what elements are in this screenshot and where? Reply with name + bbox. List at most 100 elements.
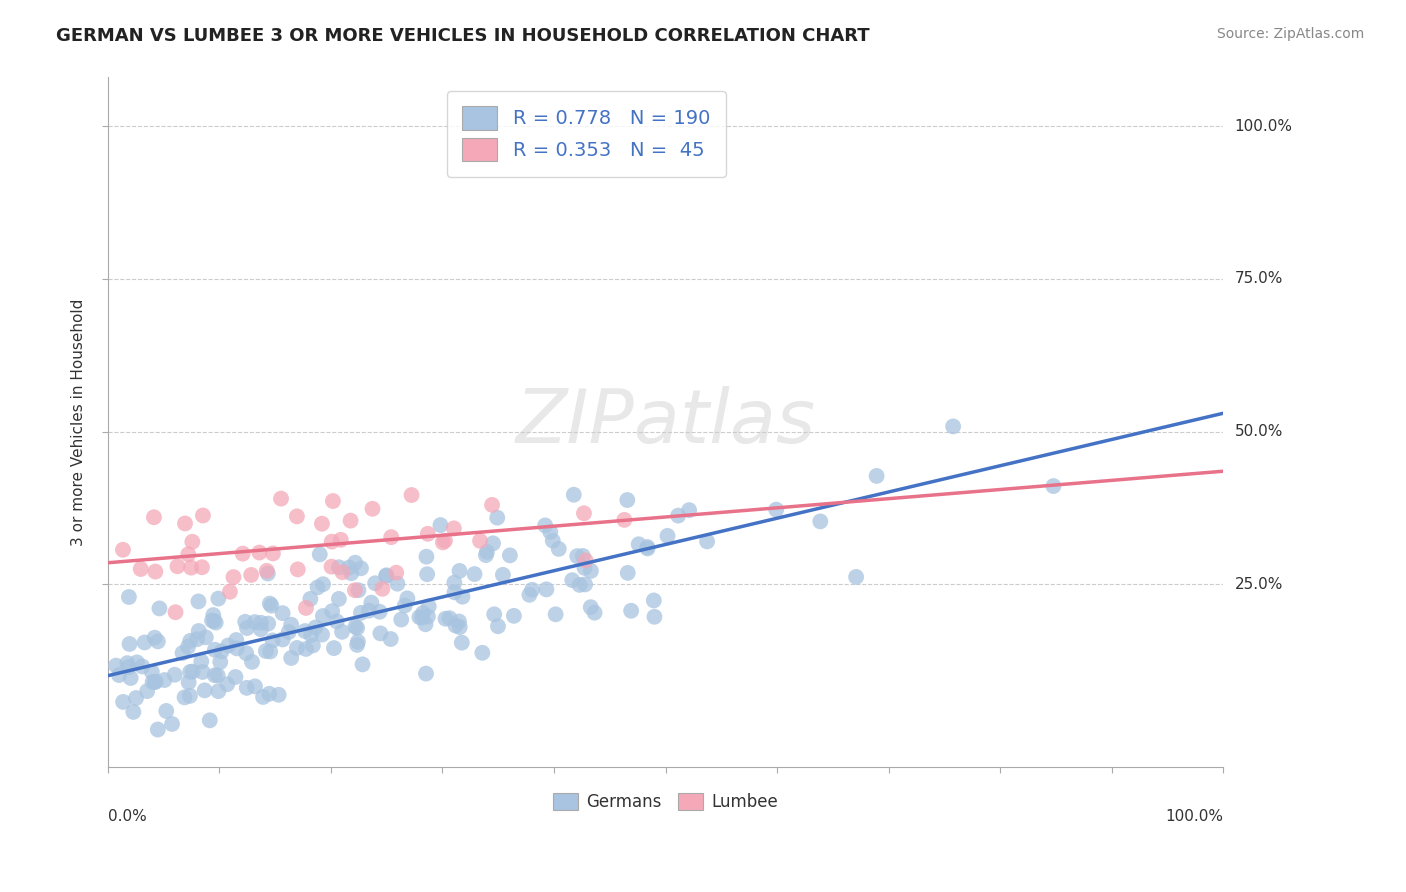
Point — [190, 654, 212, 668]
Point — [321, 534, 343, 549]
Y-axis label: 3 or more Vehicles in Household: 3 or more Vehicles in Household — [72, 299, 86, 546]
Point — [136, 684, 159, 698]
Text: 0.0%: 0.0% — [108, 809, 146, 823]
Point — [166, 559, 188, 574]
Point — [443, 585, 465, 599]
Point — [429, 518, 451, 533]
Text: 50.0%: 50.0% — [1234, 424, 1282, 439]
Point — [1042, 479, 1064, 493]
Point — [344, 556, 367, 570]
Point — [122, 705, 145, 719]
Point — [416, 609, 439, 624]
Point — [249, 545, 271, 559]
Point — [153, 673, 176, 687]
Point — [311, 516, 333, 531]
Point — [260, 599, 283, 613]
Point — [666, 508, 689, 523]
Text: 100.0%: 100.0% — [1234, 119, 1292, 134]
Point — [219, 584, 242, 599]
Point — [396, 591, 419, 606]
Point — [256, 564, 278, 578]
Point — [262, 546, 284, 560]
Point — [145, 674, 167, 689]
Point — [131, 659, 153, 673]
Point — [616, 566, 638, 580]
Point — [308, 548, 330, 562]
Point — [678, 503, 700, 517]
Point — [299, 591, 322, 606]
Point — [187, 594, 209, 608]
Point — [191, 665, 214, 679]
Point — [468, 533, 491, 548]
Point — [329, 533, 352, 547]
Point — [148, 601, 170, 615]
Point — [187, 624, 209, 638]
Point — [143, 675, 166, 690]
Point — [637, 541, 659, 556]
Point — [567, 549, 589, 563]
Point — [259, 687, 281, 701]
Point — [217, 639, 239, 653]
Point — [299, 628, 322, 642]
Point — [544, 607, 567, 622]
Point — [285, 640, 308, 655]
Text: 25.0%: 25.0% — [1234, 576, 1282, 591]
Point — [346, 621, 368, 635]
Point — [146, 723, 169, 737]
Point — [224, 670, 246, 684]
Point — [280, 651, 302, 665]
Point — [344, 620, 367, 634]
Point — [368, 605, 391, 619]
Point — [380, 632, 402, 646]
Point — [385, 566, 408, 580]
Point — [262, 633, 284, 648]
Point — [207, 668, 229, 682]
Point — [411, 610, 433, 624]
Point — [125, 691, 148, 706]
Point — [194, 683, 217, 698]
Text: 100.0%: 100.0% — [1166, 809, 1223, 823]
Point — [142, 675, 165, 690]
Point — [364, 576, 387, 591]
Point — [337, 560, 360, 574]
Point — [808, 515, 831, 529]
Point — [233, 615, 256, 629]
Point — [643, 609, 665, 624]
Point — [129, 562, 152, 576]
Point — [375, 569, 398, 583]
Point — [443, 521, 465, 535]
Point — [270, 491, 292, 506]
Point — [287, 562, 309, 576]
Point — [482, 536, 505, 550]
Point — [346, 638, 368, 652]
Point — [194, 630, 217, 644]
Point — [204, 668, 226, 682]
Point — [340, 566, 363, 581]
Point — [572, 549, 595, 563]
Point — [311, 627, 333, 641]
Point — [574, 561, 596, 575]
Point — [211, 644, 233, 658]
Point — [177, 675, 200, 690]
Point — [375, 568, 398, 582]
Point — [142, 510, 165, 524]
Point — [321, 559, 343, 574]
Point — [450, 635, 472, 649]
Point — [179, 633, 201, 648]
Point — [339, 514, 361, 528]
Point — [347, 583, 370, 598]
Point — [174, 516, 197, 531]
Point — [481, 498, 503, 512]
Point — [613, 513, 636, 527]
Point — [350, 561, 373, 575]
Point — [408, 610, 430, 624]
Point — [561, 573, 583, 587]
Point — [108, 668, 131, 682]
Point — [322, 494, 344, 508]
Point — [295, 601, 318, 615]
Point — [486, 510, 509, 524]
Point — [125, 656, 148, 670]
Point — [520, 582, 543, 597]
Point — [394, 599, 416, 613]
Point — [198, 714, 221, 728]
